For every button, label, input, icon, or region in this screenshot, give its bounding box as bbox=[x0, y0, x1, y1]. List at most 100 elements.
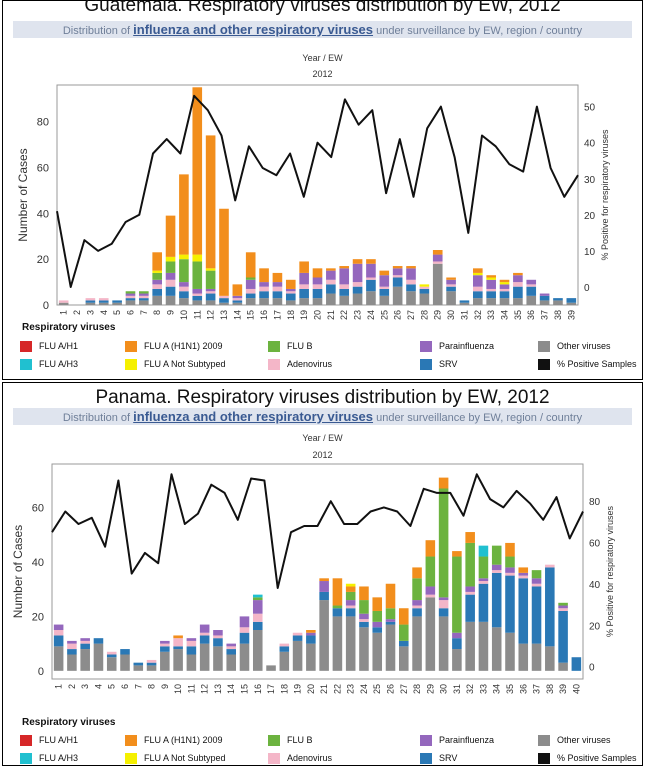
bar-segment bbox=[165, 272, 176, 280]
bar-segment bbox=[173, 635, 183, 639]
bar-segment bbox=[239, 643, 250, 671]
bar-segment bbox=[366, 263, 376, 278]
bar-segment bbox=[272, 298, 283, 305]
bar-segment bbox=[326, 268, 336, 271]
y2-tick-label: 60 bbox=[589, 539, 601, 550]
bar-segment bbox=[179, 298, 189, 305]
stacked-bar-chart: 0 20 40 60 80 0 10 20 30 40 50 Number of Cases % Pos… bbox=[16, 84, 610, 320]
bar-segment bbox=[120, 654, 130, 671]
bar-segment bbox=[465, 532, 475, 543]
bar-segment bbox=[179, 286, 189, 292]
bar-segment bbox=[425, 556, 436, 587]
y-tick-label: 20 bbox=[32, 611, 44, 623]
y-tick-label: 40 bbox=[32, 557, 44, 569]
x-tick-label: 32 bbox=[473, 310, 483, 320]
y-tick-label: 0 bbox=[43, 300, 49, 312]
subtitle-link[interactable]: influenza and other respiratory viruses bbox=[133, 22, 374, 37]
x-tick-label: 24 bbox=[359, 684, 369, 694]
bar-segment bbox=[152, 295, 163, 305]
chart-title: Guatemala. Respiratory viruses distribut… bbox=[84, 0, 561, 16]
bar-segment bbox=[339, 266, 350, 269]
subtitle-suffix: under surveillance by EW, region / count… bbox=[373, 25, 583, 37]
bar-segment bbox=[213, 638, 223, 647]
bar-segment bbox=[359, 586, 369, 601]
bar-segment bbox=[245, 293, 256, 299]
bar-segment bbox=[505, 575, 515, 633]
bar-segment bbox=[399, 640, 409, 647]
bar-segment bbox=[412, 605, 422, 609]
x-tick-label: 9 bbox=[160, 684, 170, 689]
bar-segment bbox=[292, 640, 303, 671]
x-tick-label: 21 bbox=[326, 310, 336, 320]
x-tick-label: 27 bbox=[406, 310, 416, 320]
bar-segment bbox=[545, 564, 555, 568]
bar-segment bbox=[472, 268, 483, 273]
legend-swatch bbox=[538, 753, 550, 765]
bar-segment bbox=[98, 302, 109, 305]
legend-item: FLU A/H3 bbox=[20, 358, 78, 371]
bar-segment bbox=[366, 291, 376, 305]
bar-segment bbox=[412, 600, 422, 606]
bar-segment bbox=[98, 300, 109, 303]
bar-segment bbox=[366, 259, 376, 264]
bar-segment bbox=[345, 591, 356, 601]
legend-item: SRV bbox=[420, 752, 457, 765]
legend-label: Adenovirus bbox=[287, 359, 333, 369]
bar-segment bbox=[245, 252, 256, 278]
bar-segment bbox=[526, 286, 537, 296]
bar-segment bbox=[285, 300, 296, 305]
bar-segment bbox=[125, 291, 136, 294]
bar-segment bbox=[332, 605, 343, 609]
bar-segment bbox=[499, 291, 510, 299]
legend-swatch bbox=[268, 341, 280, 353]
bar-segment bbox=[486, 298, 496, 305]
bar-segment bbox=[306, 643, 316, 671]
bar-segment bbox=[412, 578, 422, 601]
y2-tick-label: 50 bbox=[584, 103, 596, 114]
bar-segment bbox=[306, 632, 316, 636]
bar-segment bbox=[326, 284, 336, 294]
legend-item: FLU A/H3 bbox=[20, 752, 79, 765]
y2-axis-label: % Positive for respiratory viruses bbox=[605, 505, 615, 637]
bar-segment bbox=[513, 298, 523, 305]
bar-segment bbox=[452, 556, 462, 633]
bar-segment bbox=[312, 288, 323, 299]
y-tick-label: 0 bbox=[38, 666, 44, 678]
legend-label: Adenovirus bbox=[287, 753, 333, 763]
bar-segment bbox=[239, 632, 250, 644]
bar-segment bbox=[93, 638, 104, 644]
bar-segment bbox=[518, 575, 529, 579]
x-tick-label: 3 bbox=[80, 684, 90, 689]
bar-segment bbox=[80, 649, 90, 671]
x-tick-label: 1 bbox=[59, 310, 69, 315]
bar-segment bbox=[352, 263, 363, 283]
bar-segment bbox=[205, 300, 216, 305]
legend-label: FLU A/H3 bbox=[39, 753, 79, 763]
y-tick-label: 80 bbox=[37, 117, 49, 129]
bar-segment bbox=[219, 302, 229, 305]
x-tick-label: 11 bbox=[186, 684, 196, 693]
bar-segment bbox=[539, 295, 550, 301]
x-tick-label: 37 bbox=[540, 310, 550, 320]
bar-segment bbox=[438, 488, 449, 598]
bar-segment bbox=[345, 583, 356, 587]
bar-segment bbox=[245, 298, 256, 305]
bar-segment bbox=[152, 272, 163, 280]
legend-label: FLU B bbox=[287, 341, 313, 351]
bar-segment bbox=[299, 288, 309, 299]
bar-segment bbox=[160, 640, 170, 644]
legend-title: Respiratory viruses bbox=[22, 717, 116, 728]
x-tick-label: 20 bbox=[306, 684, 316, 694]
bar-segment bbox=[160, 651, 170, 671]
bar-segment bbox=[558, 610, 568, 663]
x-tick-label: 36 bbox=[526, 310, 536, 320]
bar-segment bbox=[152, 284, 163, 289]
bar-segment bbox=[332, 616, 343, 671]
bar-segment bbox=[339, 288, 350, 296]
bar-segment bbox=[518, 572, 529, 576]
legend-item: Parainfluenza bbox=[420, 734, 494, 747]
bar-segment bbox=[58, 300, 69, 303]
subtitle-link[interactable]: influenza and other respiratory viruses bbox=[133, 409, 374, 424]
bar-segment bbox=[205, 291, 216, 294]
bar-segment bbox=[226, 649, 236, 655]
